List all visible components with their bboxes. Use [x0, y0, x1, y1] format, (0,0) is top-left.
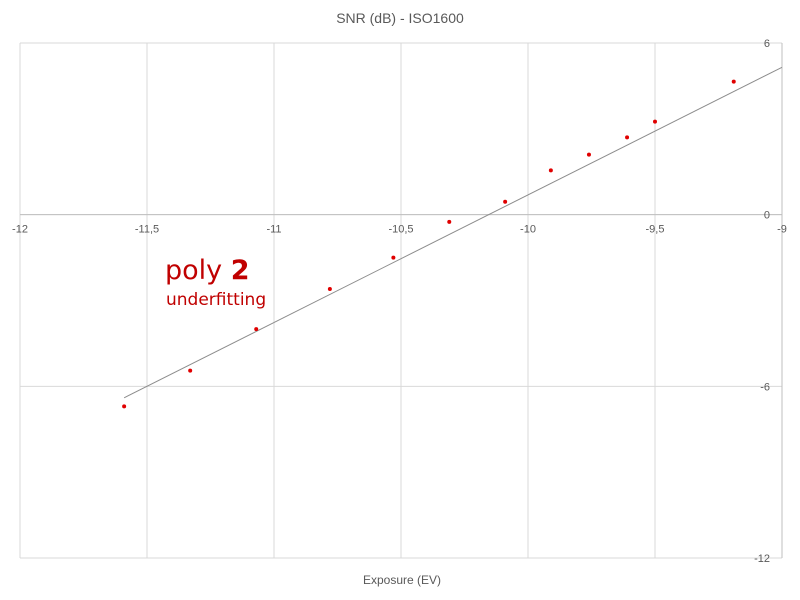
data-point — [447, 219, 452, 224]
data-point — [122, 404, 127, 409]
axes — [20, 43, 783, 558]
annotation-fit: poly 2 — [165, 255, 250, 286]
x-tick-label: -10,5 — [388, 224, 413, 236]
annotation-degree: 2 — [231, 255, 250, 286]
data-point — [625, 135, 630, 140]
data-point — [188, 368, 193, 373]
y-tick-labels: 6 0 -6 -12 — [754, 38, 770, 565]
data-point — [254, 327, 259, 332]
y-tick-label: 0 — [764, 210, 770, 222]
x-tick-label: -9,5 — [646, 224, 665, 236]
data-point — [653, 119, 657, 124]
data-point — [586, 152, 591, 157]
gridlines — [19, 42, 782, 559]
data-points — [122, 79, 736, 409]
data-point — [391, 255, 396, 260]
x-tick-label: -12 — [12, 224, 28, 236]
x-tick-label: -11 — [266, 224, 281, 236]
x-tick-label: -9 — [777, 224, 787, 236]
trendline-group — [123, 66, 783, 399]
x-tick-label: -11,5 — [135, 224, 159, 236]
x-tick-label: -10 — [520, 224, 536, 236]
y-tick-label: 6 — [764, 38, 770, 50]
annotation-prefix: poly — [165, 255, 231, 286]
y-tick-label: -6 — [760, 381, 770, 393]
data-point — [503, 199, 508, 204]
data-point — [327, 287, 332, 292]
data-point — [548, 168, 553, 173]
x-tick-labels: -12 -11,5 -11 -10,5 -10 -9,5 -9 — [12, 224, 787, 236]
annotation-note: underfitting — [166, 290, 266, 310]
data-point — [731, 79, 736, 84]
chart-title: SNR (dB) - ISO1600 — [336, 10, 464, 26]
trendline — [123, 66, 783, 399]
y-tick-label: -12 — [754, 553, 770, 565]
x-axis-label: Exposure (EV) — [363, 573, 441, 587]
